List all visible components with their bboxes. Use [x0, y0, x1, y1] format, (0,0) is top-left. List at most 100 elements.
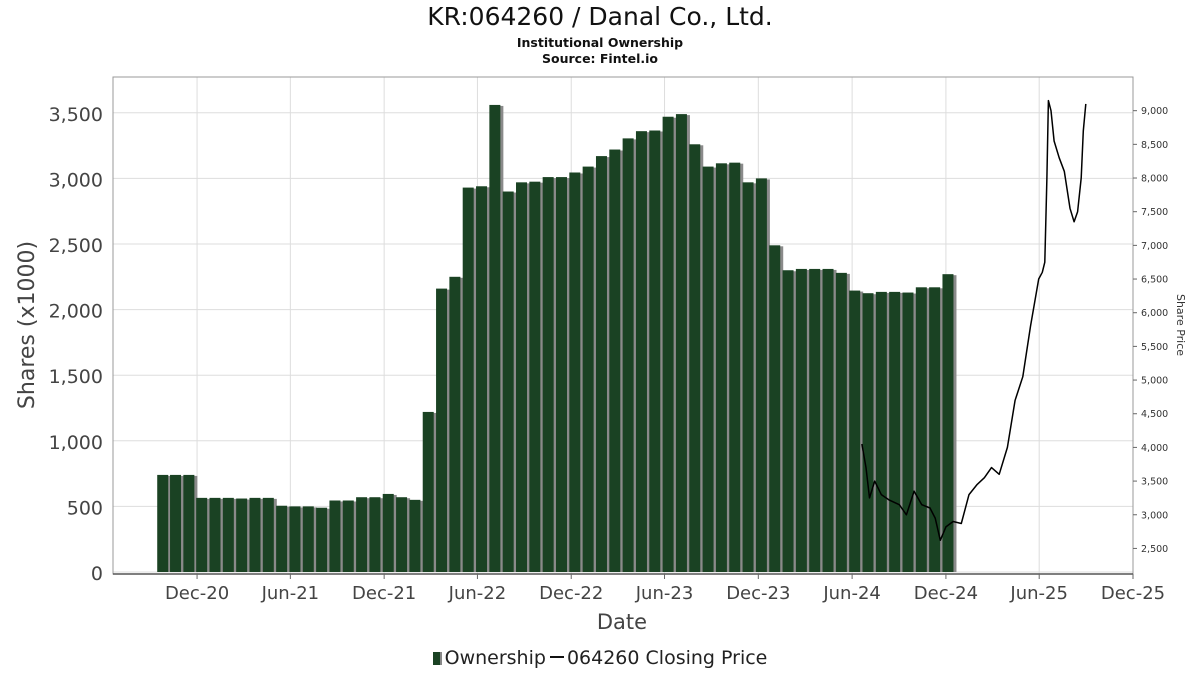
- chart-legend: Ownership 064260 Closing Price: [0, 647, 1200, 669]
- ownership-bar: [755, 178, 767, 572]
- ownership-bar: [249, 497, 261, 572]
- x-axis-label: Date: [597, 610, 647, 634]
- y-tick-label: 3,000: [49, 169, 103, 191]
- ownership-bars: [157, 104, 957, 573]
- ownership-bar: [396, 497, 408, 572]
- chart-subtitle: Institutional Ownership: [516, 35, 684, 50]
- ownership-bar: [489, 104, 501, 572]
- y2-tick-label: 9,000: [1141, 106, 1168, 117]
- y-axis-label: Shares (x1000): [15, 241, 40, 409]
- price-line: [861, 99, 1087, 542]
- y2-tick-label: 5,000: [1141, 376, 1168, 387]
- price-legend-label: 064260 Closing Price: [566, 647, 768, 669]
- ownership-legend-swatch: [432, 652, 442, 665]
- y2-tick-label: 3,000: [1141, 510, 1168, 521]
- price-line-group: [861, 99, 1087, 542]
- ownership-bar: [196, 497, 208, 572]
- ownership-bar: [875, 291, 887, 572]
- y2-tick-label: 8,500: [1141, 140, 1168, 151]
- ownership-bar: [276, 505, 288, 572]
- ownership-bar: [369, 497, 381, 572]
- x-tick-label: Jun-21: [261, 583, 320, 604]
- price-legend-line: [549, 656, 564, 658]
- ownership-bar: [356, 497, 368, 572]
- y2-axis-label: Share Price: [1174, 294, 1187, 356]
- ownership-bar: [835, 272, 847, 572]
- y2-tick-label: 2,500: [1141, 544, 1168, 555]
- ownership-bar: [329, 500, 341, 572]
- ownership-bar: [422, 411, 434, 572]
- ownership-bar: [729, 162, 741, 572]
- plot-frame: [112, 76, 1134, 575]
- x-tick-label: Dec-25: [1101, 583, 1165, 604]
- x-tick-label: Dec-24: [914, 583, 978, 604]
- x-tick-label: Jun-23: [635, 583, 694, 604]
- ownership-legend-label: Ownership: [444, 647, 546, 669]
- y2-tick-label: 5,500: [1141, 342, 1168, 353]
- ownership-bar: [289, 506, 301, 572]
- y-tick-label: 1,000: [49, 432, 103, 454]
- ownership-bar: [569, 172, 581, 572]
- ownership-bar: [889, 291, 901, 572]
- y2-tick-label: 7,000: [1141, 241, 1168, 252]
- ownership-bar: [609, 149, 621, 572]
- ownership-bar: [382, 493, 394, 572]
- ownership-bar: [649, 130, 661, 572]
- ownership-bar: [262, 497, 274, 572]
- ownership-bar: [942, 274, 954, 572]
- ownership-bar: [170, 474, 182, 572]
- ownership-bar: [689, 144, 701, 572]
- y2-tick-label: 6,000: [1141, 308, 1168, 319]
- ownership-bar: [702, 166, 714, 573]
- ownership-bar: [436, 288, 448, 572]
- ownership-bar: [582, 166, 594, 573]
- ownership-bar: [929, 287, 941, 572]
- x-tick-label: Dec-22: [539, 583, 603, 604]
- ownership-bar: [502, 191, 514, 572]
- y2-tick-label: 4,000: [1141, 443, 1168, 454]
- y-tick-label: 1,500: [49, 366, 103, 388]
- ownership-bar: [529, 181, 541, 572]
- ownership-bar: [409, 499, 421, 572]
- y-tick-label: 2,000: [49, 301, 103, 323]
- x-tick-label: Dec-21: [352, 583, 416, 604]
- ownership-bar: [809, 268, 821, 572]
- ownership-bar: [675, 114, 687, 572]
- y2-tick-label: 6,500: [1141, 275, 1168, 286]
- x-tick-label: Dec-20: [165, 583, 229, 604]
- ownership-bar: [715, 163, 727, 572]
- axes: 0 500 1,000 1,500 2,000 2,500 3,000 3,500 Dec-20…: [49, 104, 1169, 604]
- ownership-bar: [302, 506, 314, 572]
- ownership-bar: [462, 187, 474, 573]
- ownership-bar: [222, 497, 234, 572]
- ownership-bar: [742, 182, 754, 572]
- ownership-bar: [236, 498, 248, 572]
- ownership-bar: [516, 182, 528, 572]
- y2-tick-label: 7,500: [1141, 207, 1168, 218]
- ownership-bar: [342, 500, 354, 572]
- ownership-bar: [157, 474, 169, 572]
- chart-source: Source: Fintel.io: [542, 51, 658, 66]
- ownership-bar: [769, 245, 781, 572]
- y-tick-label: 3,500: [49, 104, 103, 126]
- x-tick-label: Jun-25: [1009, 583, 1068, 604]
- x-tick-label: Dec-23: [726, 583, 790, 604]
- ownership-bar: [849, 290, 861, 572]
- ownership-bar: [902, 292, 914, 572]
- ownership-bar: [595, 156, 607, 572]
- ownership-bar: [622, 138, 634, 572]
- y-tick-label: 2,500: [49, 235, 103, 257]
- x-tick-label: Jun-24: [822, 583, 881, 604]
- y2-tick-label: 3,500: [1141, 477, 1168, 488]
- ownership-bar: [822, 268, 834, 572]
- ownership-bar: [782, 270, 794, 572]
- ownership-bar: [183, 474, 195, 572]
- ownership-bar: [795, 268, 807, 572]
- ownership-bar: [555, 177, 567, 572]
- y2-tick-label: 4,500: [1141, 409, 1168, 420]
- y2-tick-label: 8,000: [1141, 174, 1168, 185]
- ownership-bar: [915, 287, 927, 572]
- x-tick-label: Jun-22: [448, 583, 507, 604]
- ownership-bar: [862, 293, 874, 572]
